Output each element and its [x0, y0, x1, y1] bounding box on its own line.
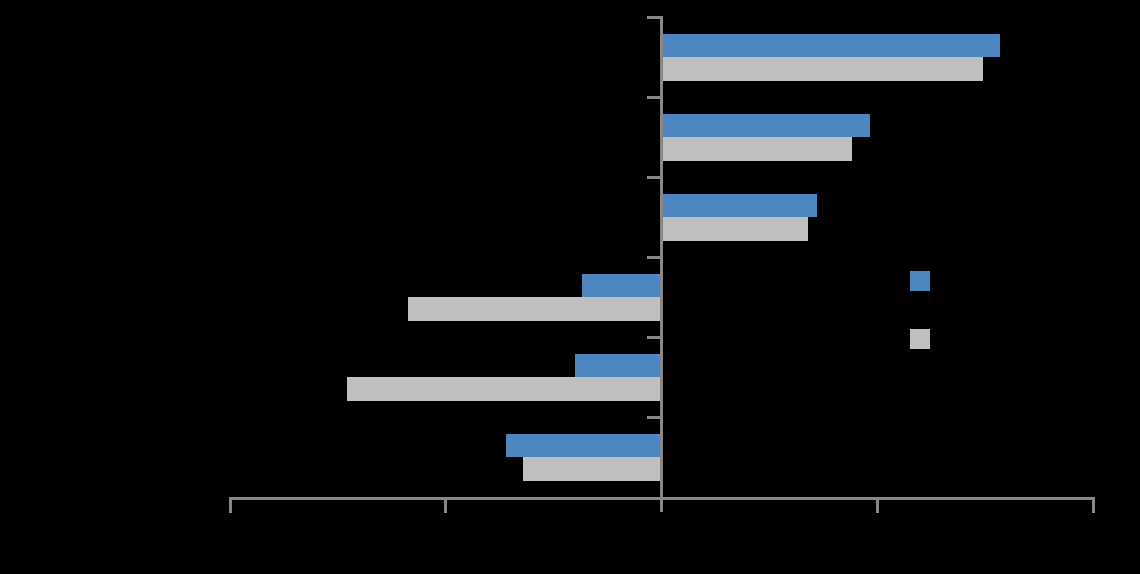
category-axis-tick	[647, 415, 660, 419]
bar-gray-series-category-4	[407, 297, 660, 321]
category-axis-tick	[647, 335, 660, 339]
value-axis-tick	[1091, 499, 1095, 513]
bar-blue-series-category-3	[663, 193, 818, 217]
category-axis-tick	[647, 255, 660, 259]
bar-blue-series-category-1	[663, 33, 1000, 57]
legend-swatch-gray-series	[910, 329, 930, 349]
bar-blue-series-category-6	[505, 433, 660, 457]
value-axis-tick	[875, 499, 879, 513]
bar-blue-series-category-4	[582, 273, 660, 297]
legend-swatch-blue-series	[910, 271, 930, 291]
x-axis-line	[228, 496, 1095, 500]
bar-blue-series-category-5	[574, 353, 660, 377]
bar-blue-series-category-2	[663, 113, 871, 137]
y-axis-line	[660, 16, 663, 512]
bar-gray-series-category-3	[663, 217, 808, 241]
bar-gray-series-category-2	[663, 137, 852, 161]
category-axis-tick	[647, 175, 660, 179]
bar-gray-series-category-5	[347, 377, 660, 401]
category-axis-tick	[647, 95, 660, 99]
value-axis-tick	[444, 499, 448, 513]
value-axis-tick	[228, 499, 232, 513]
bar-gray-series-category-1	[663, 57, 984, 81]
bar-gray-series-category-6	[522, 457, 660, 481]
category-axis-tick	[647, 15, 660, 19]
